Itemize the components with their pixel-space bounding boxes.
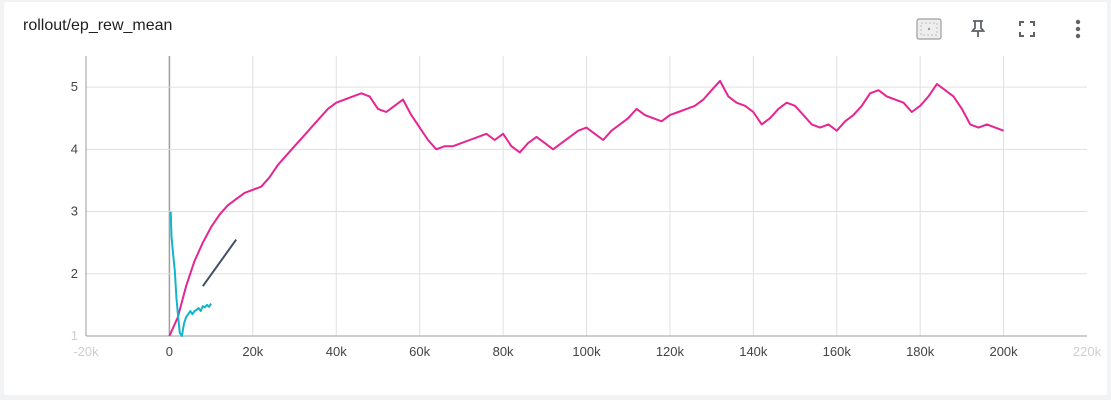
series-line-2[interactable] <box>169 211 212 337</box>
axes <box>85 56 1087 337</box>
x-tick-label: 120k <box>656 344 685 359</box>
x-tick-label: 180k <box>906 344 935 359</box>
scalar-card: rollout/ep_rew_mean <box>4 2 1107 395</box>
x-tick-label: 60k <box>409 344 430 359</box>
x-tick-label: 80k <box>493 344 514 359</box>
more-actions-button[interactable] <box>1063 16 1093 46</box>
x-tick-label: 100k <box>572 344 601 359</box>
more-vert-icon <box>1075 19 1081 44</box>
y-tick-label: 3 <box>71 204 78 219</box>
fit-domain-button[interactable] <box>914 16 944 46</box>
series-line-1[interactable] <box>168 79 1004 337</box>
y-tick-label: 4 <box>71 141 78 156</box>
x-tick-label: 200k <box>989 344 1018 359</box>
tick-labels: -20k 0 20k 40k 60k 80k 100k 120k 140k 160k 180k 200… <box>71 79 1102 359</box>
fullscreen-icon <box>1019 20 1035 42</box>
x-tick-label: 160k <box>823 344 852 359</box>
x-tick-label: 0 <box>166 344 173 359</box>
fit-domain-icon <box>916 17 942 45</box>
series-line-3[interactable] <box>201 239 238 287</box>
y-tick-label: 5 <box>71 79 78 94</box>
fullscreen-button[interactable] <box>1012 16 1042 46</box>
series-group <box>168 79 1004 337</box>
y-tick-label: 1 <box>71 328 78 343</box>
x-tick-label: 40k <box>326 344 347 359</box>
x-tick-label: 220k <box>1073 344 1102 359</box>
pin-icon <box>970 19 986 43</box>
grid <box>86 56 1087 336</box>
x-tick-label: 140k <box>739 344 768 359</box>
x-tick-label: -20k <box>73 344 99 359</box>
x-tick-label: 20k <box>242 344 263 359</box>
pin-button[interactable] <box>963 16 993 46</box>
card-title: rollout/ep_rew_mean <box>23 17 173 34</box>
y-tick-label: 2 <box>71 266 78 281</box>
